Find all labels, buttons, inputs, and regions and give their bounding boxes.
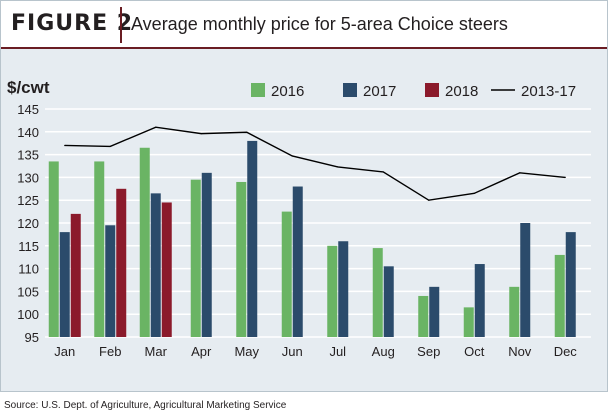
header-divider (120, 7, 122, 43)
bar-2016-apr (190, 179, 201, 337)
y-tick-label: 105 (17, 284, 39, 299)
line-layer (64, 126, 566, 201)
legend-label-2018: 2018 (445, 83, 478, 100)
point-2013-17 (428, 199, 430, 201)
bar-2016-sep (418, 295, 429, 337)
line-2013-17 (64, 126, 566, 201)
bar-2017-jun (292, 186, 303, 337)
y-tick-label: 145 (17, 102, 39, 117)
bar-2017-apr (201, 172, 212, 337)
y-axis-label: $/cwt (7, 78, 50, 97)
bar-2017-aug (383, 266, 394, 337)
bar-2017-may (247, 140, 258, 337)
legend-label-2017: 2017 (363, 83, 396, 100)
bar-2016-mar (139, 147, 150, 337)
bar-2017-oct (474, 264, 485, 337)
y-tick-label: 115 (18, 239, 39, 254)
point-2013-17 (382, 171, 384, 173)
legend-swatch-2018 (425, 83, 439, 97)
point-2013-17 (291, 155, 293, 157)
figure-title: Average monthly price for 5-area Choice … (131, 14, 508, 34)
bar-2017-feb (105, 225, 116, 337)
y-tick-label: 125 (17, 193, 39, 208)
figure-frame: FIGURE 2 Average monthly price for 5-are… (0, 0, 608, 392)
point-2013-17 (564, 176, 566, 178)
bar-2016-jan (48, 161, 59, 337)
bar-2017-jan (59, 232, 70, 337)
bar-2016-oct (463, 307, 474, 337)
x-tick-label: Feb (99, 344, 121, 359)
source-note: Source: U.S. Dept. of Agriculture, Agric… (4, 400, 287, 411)
point-2013-17 (473, 192, 475, 194)
x-tick-label: Sep (417, 344, 440, 359)
bars-layer (48, 140, 576, 337)
bar-2017-mar (150, 193, 161, 337)
point-2013-17 (519, 172, 521, 174)
bar-2016-may (236, 181, 247, 337)
point-2013-17 (155, 126, 157, 128)
x-tick-label: Nov (508, 344, 532, 359)
bar-2016-nov (509, 286, 520, 337)
y-tick-label: 110 (18, 262, 39, 277)
x-tick-label: Mar (145, 344, 168, 359)
y-tick-label: 130 (17, 170, 39, 185)
bar-2016-dec (554, 254, 565, 337)
legend-label-2013-17: 2013-17 (521, 83, 576, 100)
bar-2018-jan (70, 213, 81, 337)
x-tick-label: Oct (464, 344, 485, 359)
bar-2017-dec (565, 232, 576, 337)
y-tick-label: 140 (17, 125, 39, 140)
bar-2016-feb (94, 161, 105, 337)
x-tick-label: Apr (191, 344, 212, 359)
bar-2017-jul (338, 241, 349, 337)
figure-header: FIGURE 2 Average monthly price for 5-are… (1, 1, 607, 49)
point-2013-17 (200, 133, 202, 135)
point-2013-17 (64, 144, 66, 147)
bar-2018-feb (116, 188, 127, 337)
bar-2017-sep (429, 286, 440, 337)
grid-layer (45, 108, 591, 338)
legend-label-2016: 2016 (271, 83, 304, 100)
bar-line-chart: 95 100 105 110 115 120 125 130 135 140 145 Jan Feb Ma… (7, 78, 591, 359)
point-2013-17 (109, 145, 111, 147)
x-tick-label: Dec (554, 344, 578, 359)
y-tick-label: 120 (17, 216, 39, 231)
point-2013-17 (246, 131, 248, 133)
x-tick-label: May (234, 344, 259, 359)
bar-2016-aug (372, 248, 383, 337)
figure-label: FIGURE 2 (11, 11, 134, 36)
bar-2018-mar (161, 202, 172, 337)
x-tick-label: Aug (372, 344, 395, 359)
bar-2016-jul (327, 245, 338, 337)
x-tick-label: Jan (54, 344, 75, 359)
legend-swatch-2016 (251, 83, 265, 97)
legend-swatch-2017 (343, 83, 357, 97)
x-tick-label: Jul (329, 344, 346, 359)
y-tick-label: 135 (17, 148, 39, 163)
y-tick-label: 100 (17, 307, 39, 322)
bar-2017-nov (520, 223, 531, 337)
point-2013-17 (337, 166, 339, 168)
y-tick-label: 95 (25, 330, 39, 345)
x-tick-label: Jun (282, 344, 303, 359)
legend-layer: 2016 2017 2018 2013-17 (251, 83, 576, 100)
bar-2016-jun (281, 211, 292, 337)
axis-layer: 95 100 105 110 115 120 125 130 135 140 145 Jan Feb Ma… (7, 78, 577, 359)
